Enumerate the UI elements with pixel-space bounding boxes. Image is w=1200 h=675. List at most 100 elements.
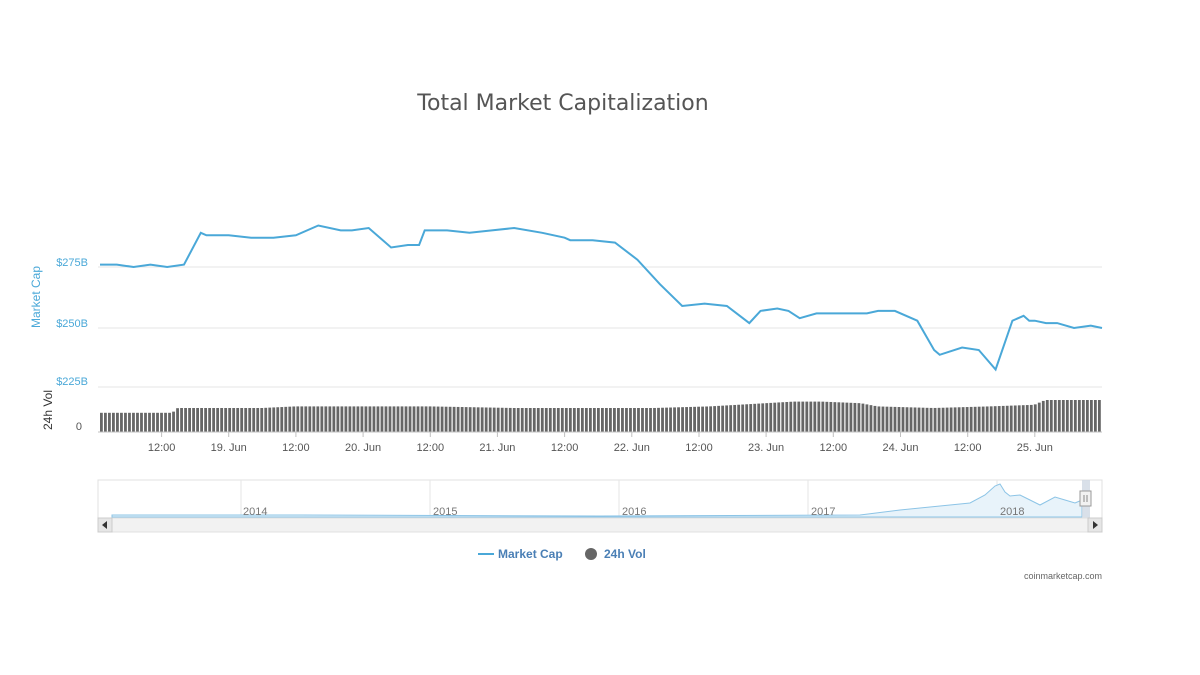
volume-bar: [1041, 400, 1045, 432]
volume-bar: [464, 407, 468, 432]
credit-link[interactable]: coinmarketcap.com: [1024, 571, 1102, 581]
volume-bar: [568, 408, 572, 432]
volume-bar: [472, 407, 476, 432]
volume-bar: [769, 402, 773, 432]
volume-bar: [913, 407, 917, 432]
volume-bar: [801, 401, 805, 432]
volume-bar: [649, 408, 652, 432]
volume-bar: [977, 406, 981, 432]
legend-item-market-cap[interactable]: Market Cap: [478, 547, 563, 561]
volume-bar: [336, 406, 340, 432]
volume-bar: [833, 402, 837, 432]
legend-item-24h-vol[interactable]: 24h Vol: [585, 547, 646, 561]
x-tick-label: 12:00: [551, 442, 579, 454]
volume-bar: [1065, 400, 1069, 432]
volume-bar: [280, 407, 284, 432]
volume-bar: [1061, 400, 1065, 432]
volume-bar: [1009, 405, 1013, 432]
volume-bar: [925, 407, 929, 432]
volume-bar: [629, 408, 632, 432]
volume-bar: [148, 412, 151, 432]
volume-bar: [773, 402, 777, 432]
volume-bar: [572, 408, 576, 432]
volume-bar: [444, 406, 448, 432]
volume-bar: [1025, 405, 1029, 432]
volume-bar: [717, 405, 721, 432]
navigator-series: [111, 483, 1083, 518]
volume-bar: [448, 406, 452, 432]
volume-bar: [476, 407, 480, 432]
volume-bar: [328, 406, 332, 432]
volume-bar: [641, 408, 644, 432]
volume-bar: [813, 401, 817, 432]
volume-bar: [524, 408, 528, 432]
volume-bar: [276, 407, 280, 432]
volume-bar: [344, 406, 348, 432]
volume-bar: [536, 408, 540, 432]
volume-bar: [877, 406, 881, 432]
volume-bar: [176, 408, 179, 432]
legend-label-24h-vol: 24h Vol: [604, 547, 646, 561]
volume-bar: [693, 406, 696, 432]
volume-bar: [316, 406, 320, 432]
volume-bar: [909, 407, 913, 432]
volume-bar: [268, 407, 272, 432]
volume-bar: [132, 412, 135, 432]
x-tick-label: 23. Jun: [748, 442, 784, 454]
volume-bar: [436, 406, 440, 432]
volume-bar: [100, 412, 103, 432]
navigator[interactable]: 2014 2015 2016 2017 2018: [97, 479, 1103, 532]
volume-bar: [701, 406, 705, 432]
volume-bar: [412, 406, 416, 432]
volume-bar: [556, 408, 560, 432]
volume-bar: [889, 406, 893, 432]
volume-bar: [721, 405, 725, 432]
volume-bar: [516, 408, 520, 432]
volume-bar: [793, 401, 797, 432]
volume-bar: [416, 406, 420, 432]
volume-bar: [605, 408, 608, 432]
volume-bar: [1049, 400, 1053, 432]
volume-bar: [512, 408, 516, 432]
volume-bar: [272, 407, 276, 432]
volume-bar: [376, 406, 380, 432]
volume-bar: [817, 401, 821, 432]
volume-bar: [905, 407, 909, 432]
volume-bar: [352, 406, 356, 432]
volume-bar: [1069, 400, 1073, 432]
volume-bar: [456, 406, 460, 432]
volume-bar: [981, 406, 985, 432]
volume-bar: [761, 403, 765, 432]
volume-bar: [881, 406, 885, 432]
arrow-left-icon: [102, 521, 107, 529]
volume-bar: [404, 406, 408, 432]
scrollbar-track[interactable]: [97, 517, 1103, 533]
navigator-handle[interactable]: [1079, 490, 1092, 507]
scrollbar[interactable]: [97, 517, 1103, 533]
volume-bar: [997, 406, 1001, 432]
volume-bar: [152, 412, 155, 432]
volume-bar: [897, 407, 901, 432]
volume-bar: [428, 406, 432, 432]
volume-bar: [592, 408, 596, 432]
volume-bar: [613, 408, 616, 432]
volume-bar: [392, 406, 396, 432]
volume-bar: [1089, 400, 1093, 432]
navigator-year-2014: 2014: [243, 506, 267, 518]
volume-bar: [1093, 400, 1097, 432]
volume-bar: [865, 404, 869, 432]
volume-bar: [260, 408, 264, 432]
volume-bar: [657, 407, 660, 432]
volume-bar: [869, 405, 873, 432]
x-tick-label: 12:00: [954, 442, 982, 454]
volume-bar: [596, 408, 600, 432]
volume-bar: [625, 408, 628, 432]
volume-bar: [420, 406, 424, 432]
volume-bar: [200, 408, 204, 432]
volume-bar: [653, 407, 656, 432]
volume-bar: [248, 408, 252, 432]
volume-bar: [388, 406, 392, 432]
vol-axis-title: 24h Vol: [41, 390, 55, 430]
volume-bar: [396, 406, 400, 432]
